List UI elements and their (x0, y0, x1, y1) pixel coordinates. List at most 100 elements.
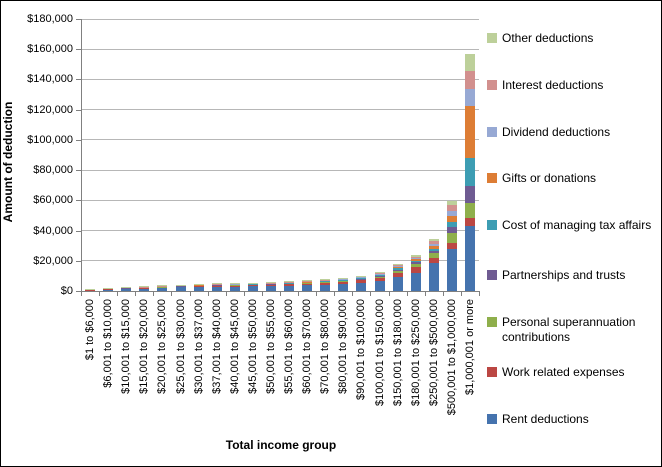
bar-segment (320, 284, 331, 291)
bar-segment (139, 286, 150, 287)
bar-segment (446, 216, 457, 222)
bar-segment (211, 283, 222, 285)
legend-item: Dividend deductions (487, 125, 657, 140)
bar-segment (121, 288, 132, 289)
bar-segment (410, 262, 421, 265)
x-axis-tick-label: $50,001 to $55,000 (264, 299, 277, 394)
bar-segment (247, 283, 258, 284)
legend-swatch-icon (487, 126, 497, 137)
x-tick (261, 292, 263, 296)
x-tick (388, 292, 390, 296)
bar-segment (392, 272, 403, 278)
bar-segment (374, 273, 385, 275)
bar-segment (356, 279, 367, 281)
bar-segment (284, 283, 295, 286)
bar-segment (247, 283, 258, 285)
x-axis-tick-label: $80,001 to $90,000 (337, 299, 350, 394)
bar-segment (247, 282, 258, 284)
legend-item: Work related expenses (487, 365, 657, 380)
x-axis-tick-label: $55,001 to $60,000 (283, 299, 296, 394)
bar-segment (320, 282, 331, 285)
bar-segment (428, 243, 439, 246)
bar-segment (229, 282, 240, 284)
bar-segment (338, 278, 349, 279)
x-tick (225, 292, 227, 296)
bar-segment (265, 286, 276, 291)
x-axis-tick-label: $90,001 to $100,000 (355, 299, 368, 400)
x-tick (424, 292, 426, 296)
bar-segment (428, 248, 439, 251)
legend-swatch-icon (487, 33, 497, 43)
bar-segment (446, 221, 457, 227)
bar-segment (320, 280, 331, 281)
bar-segment (392, 268, 403, 270)
bar-segment (175, 285, 186, 286)
x-tick (99, 292, 101, 296)
gridline (81, 48, 479, 50)
x-axis-tick-label: $37,001 to $40,000 (210, 299, 223, 394)
bar-segment (446, 226, 457, 233)
x-axis-tick-label: $6,001 to $10,000 (102, 299, 115, 388)
bar-segment (302, 280, 313, 282)
x-axis-line (81, 291, 480, 292)
bar-segment (265, 282, 276, 284)
bar-segment (211, 284, 222, 285)
bar-segment (410, 272, 421, 291)
bar-segment (320, 281, 331, 283)
x-axis-tick-label: $1,000,001 or more (463, 299, 476, 396)
bar-segment (193, 284, 204, 286)
bar-segment (374, 271, 385, 273)
chart-legend: Other deductions Interest deductions Divid… (487, 1, 659, 466)
gridline (81, 78, 479, 80)
legend-item: Personal superannuation contributions (487, 315, 657, 345)
bar-segment (103, 287, 114, 289)
bar-segment (338, 278, 349, 280)
bar-segment (175, 284, 186, 286)
x-axis-tick-label: $180,001 to $250,000 (409, 299, 422, 407)
x-tick (352, 292, 354, 296)
legend-label: Interest deductions (502, 77, 604, 92)
y-axis-tick-label: $180,000 (27, 13, 73, 25)
bar-segment (85, 289, 96, 290)
x-axis-title: Total income group (225, 438, 337, 452)
bar-segment (247, 284, 258, 285)
legend-swatch-icon (487, 220, 497, 230)
bar-segment (356, 276, 367, 278)
bar-segment (428, 241, 439, 244)
legend-swatch-icon (487, 413, 497, 424)
bar-segment (356, 278, 367, 280)
y-tick (76, 139, 81, 141)
y-tick (76, 109, 81, 111)
bar-segment (374, 275, 385, 277)
x-tick (117, 292, 119, 296)
bar-segment (211, 285, 222, 286)
bar-segment (247, 282, 258, 284)
bar-segment (211, 283, 222, 284)
x-tick (479, 292, 480, 296)
bar-segment (392, 266, 403, 268)
x-tick (207, 292, 209, 296)
bar-segment (211, 286, 222, 291)
bar-segment (302, 281, 313, 283)
bar-segment (302, 285, 313, 291)
bar-segment (193, 283, 204, 285)
y-axis-tick-label: $160,000 (27, 43, 73, 56)
bar-segment (392, 269, 403, 271)
bar-segment (157, 285, 168, 286)
bar-segment (320, 281, 331, 282)
bar-segment (464, 158, 475, 186)
y-tick (76, 260, 81, 262)
bar-segment (175, 287, 186, 291)
y-tick (76, 49, 81, 51)
y-tick (76, 291, 81, 292)
bar-segment (446, 205, 457, 212)
x-tick (298, 292, 300, 296)
x-axis-tick-label: $1 to $6,000 (84, 299, 97, 361)
bar-segment (265, 283, 276, 285)
bar-segment (320, 279, 331, 280)
bar-segment (265, 284, 276, 287)
bar-segment (247, 284, 258, 285)
bar-segment (356, 277, 367, 278)
bar-segment (229, 284, 240, 285)
